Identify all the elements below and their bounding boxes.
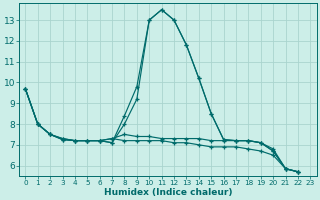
X-axis label: Humidex (Indice chaleur): Humidex (Indice chaleur) xyxy=(104,188,232,197)
